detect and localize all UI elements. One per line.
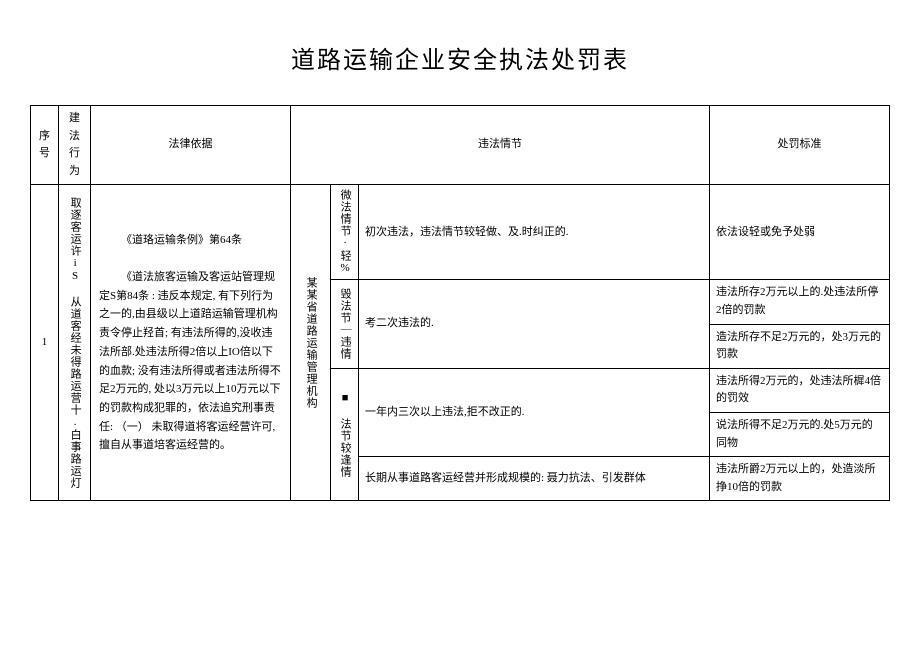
cell-severity-2: 毁法节｜违情 (331, 280, 359, 368)
cell-penalty-3a: 违法所得2万元的，处违法所樨4倍的罚效 (710, 368, 890, 412)
table-header-row: 序号 建法行为 法律依据 违法情节 处罚标准 (31, 106, 890, 185)
cell-penalty-2a: 违法所存2万元以上的.处违法所停2倍的罚款 (710, 280, 890, 324)
cell-act: 取逐客运许iS 从道客经未得路运营十.白事路运灯 (59, 185, 91, 501)
cell-detail-4: 长期从事道路客运经营并形成规模的: 聂力抗法、引发群体 (359, 457, 710, 501)
cell-penalty-3b: 说法所得不足2万元的.处5万元的同物 (710, 412, 890, 456)
law-body-text: 《道法旅客运输及客运站管理规定S第84条 : 违反本规定, 有下列行为之一的,由… (99, 268, 282, 455)
law-title-text: 《道珞运输条例》第64条 (99, 231, 282, 250)
cell-seq: 1 (31, 185, 59, 501)
cell-penalty-4: 违法所爵2万元以上的，处造淡所挣10倍的罚款 (710, 457, 890, 501)
header-detail: 违法情节 (291, 106, 710, 185)
cell-severity-3: ■ 法节较逢情 (331, 368, 359, 501)
cell-detail-1: 初次违法，违法情节较轻做、及.时纠正的. (359, 185, 710, 280)
cell-penalty-2b: 造法所存不足2万元的，处3万元的罚款 (710, 324, 890, 368)
header-act: 建法行为 (59, 106, 91, 185)
header-seq: 序号 (31, 106, 59, 185)
header-law: 法律依据 (91, 106, 291, 185)
cell-detail-3: 一年内三次以上违法,拒不改正的. (359, 368, 710, 456)
penalty-table: 序号 建法行为 法律依据 违法情节 处罚标准 1 取逐客运许iS 从道客经未得路… (30, 105, 890, 501)
cell-law: 《道珞运输条例》第64条 《道法旅客运输及客运站管理规定S第84条 : 违反本规… (91, 185, 291, 501)
cell-detail-2: 考二次违法的. (359, 280, 710, 368)
cell-org: 某某省道路运输管理机构 (291, 185, 331, 501)
page-title: 道路运输企业安全执法处罚表 (30, 40, 890, 75)
table-row: 1 取逐客运许iS 从道客经未得路运营十.白事路运灯 《道珞运输条例》第64条 … (31, 185, 890, 280)
header-penalty: 处罚标准 (710, 106, 890, 185)
cell-penalty-1: 依法设轻或免予处弱 (710, 185, 890, 280)
cell-severity-1: 微法情节·轻% (331, 185, 359, 280)
